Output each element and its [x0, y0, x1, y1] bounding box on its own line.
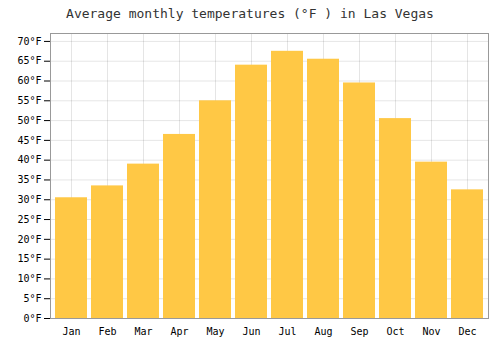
- svg-text:May: May: [206, 326, 224, 337]
- svg-text:Mar: Mar: [134, 326, 152, 337]
- svg-text:55°F: 55°F: [17, 95, 41, 106]
- svg-text:Sep: Sep: [350, 326, 368, 337]
- svg-text:45°F: 45°F: [17, 135, 41, 146]
- svg-text:40°F: 40°F: [17, 154, 41, 165]
- svg-text:70°F: 70°F: [17, 36, 41, 47]
- svg-text:Aug: Aug: [314, 326, 332, 337]
- svg-text:Nov: Nov: [422, 326, 440, 337]
- svg-text:Jun: Jun: [242, 326, 260, 337]
- svg-text:5°F: 5°F: [23, 293, 41, 304]
- svg-text:35°F: 35°F: [17, 174, 41, 185]
- svg-text:Jul: Jul: [278, 326, 296, 337]
- svg-text:Jan: Jan: [62, 326, 80, 337]
- svg-text:Dec: Dec: [458, 326, 476, 337]
- svg-text:10°F: 10°F: [17, 273, 41, 284]
- svg-text:15°F: 15°F: [17, 253, 41, 264]
- svg-text:Apr: Apr: [170, 326, 188, 337]
- svg-text:Feb: Feb: [98, 326, 116, 337]
- svg-text:60°F: 60°F: [17, 75, 41, 86]
- svg-text:25°F: 25°F: [17, 214, 41, 225]
- svg-text:65°F: 65°F: [17, 55, 41, 66]
- svg-text:20°F: 20°F: [17, 234, 41, 245]
- svg-text:0°F: 0°F: [23, 313, 41, 324]
- svg-text:50°F: 50°F: [17, 115, 41, 126]
- svg-text:30°F: 30°F: [17, 194, 41, 205]
- html-text:Average monthly temperatures (: Average monthly temperatures (°F ) in La…: [66, 6, 434, 21]
- svg-text:Oct: Oct: [386, 326, 404, 337]
